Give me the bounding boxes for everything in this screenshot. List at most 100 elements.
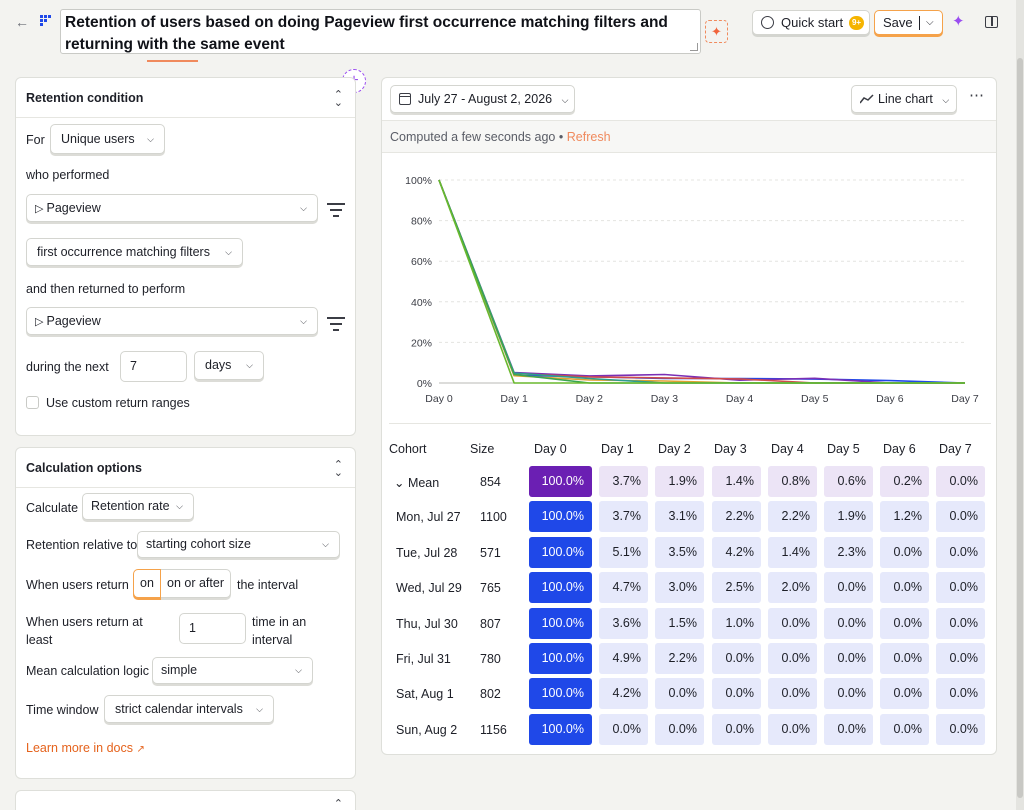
ai-assistant-icon[interactable]: ✦ (952, 13, 965, 30)
retention-cell[interactable]: 0.0% (880, 572, 929, 604)
side-panel-icon[interactable] (985, 16, 998, 28)
return-on-toggle[interactable]: on (133, 569, 161, 598)
save-button[interactable]: Save ⌵ (874, 10, 943, 35)
retention-cell[interactable]: 3.7% (599, 501, 648, 533)
retention-cell[interactable]: 0.0% (880, 607, 929, 639)
retention-cell[interactable]: 4.2% (599, 678, 648, 710)
target-event-select[interactable]: ▷ Pageview ⌵ (26, 194, 318, 222)
retention-cell[interactable]: 0.0% (936, 607, 985, 639)
collapse-icon[interactable]: ⌃ ⌄ (333, 89, 343, 109)
ai-sparkle-icon[interactable]: ✦ (705, 20, 728, 43)
retention-cell[interactable]: 2.3% (824, 536, 873, 568)
filter-icon[interactable] (327, 203, 345, 217)
series-line-2[interactable] (438, 179, 965, 384)
retention-cell[interactable]: 0.0% (712, 678, 761, 710)
retention-cell[interactable]: 0.0% (768, 713, 817, 745)
retention-cell[interactable]: 100.0% (529, 501, 592, 533)
retention-cell[interactable]: 0.0% (655, 678, 704, 710)
retention-cell[interactable]: 0.0% (599, 713, 648, 745)
occurrence-select[interactable]: first occurrence matching filters ⌵ (26, 238, 243, 266)
retention-cell[interactable]: 0.0% (824, 678, 873, 710)
retention-cell[interactable]: 0.0% (936, 572, 985, 604)
calculate-select[interactable]: Retention rate ⌵ (82, 493, 194, 520)
scrollbar-thumb[interactable] (1017, 58, 1023, 798)
series-line-6[interactable] (438, 179, 965, 384)
retention-cell[interactable]: 0.2% (880, 466, 929, 497)
retention-cell[interactable]: 4.2% (712, 536, 761, 568)
retention-cell[interactable]: 0.0% (768, 678, 817, 710)
insight-title-input[interactable]: Retention of users based on doing Pagevi… (60, 9, 701, 54)
retention-cell[interactable]: 1.9% (655, 466, 704, 497)
refresh-link[interactable]: Refresh (566, 130, 611, 144)
retention-cell[interactable]: 0.0% (880, 678, 929, 710)
series-line-3[interactable] (438, 179, 965, 384)
retention-cell[interactable]: 2.2% (768, 501, 817, 533)
retention-cell[interactable]: 0.0% (936, 501, 985, 533)
retention-cell[interactable]: 0.0% (936, 643, 985, 674)
retention-cell[interactable]: 4.7% (599, 572, 648, 604)
window-select[interactable]: strict calendar intervals ⌵ (104, 695, 274, 723)
retention-cell[interactable]: 0.6% (824, 466, 873, 497)
retention-condition-header[interactable]: Retention condition ⌃ ⌄ (16, 78, 355, 118)
mean-row-label[interactable]: ⌄ Mean (394, 476, 440, 490)
date-range-button[interactable]: July 27 - August 2, 2026 ⌵ (390, 85, 575, 113)
page-scrollbar[interactable] (1016, 0, 1024, 810)
retention-cell[interactable]: 0.0% (936, 678, 985, 710)
chart-type-button[interactable]: Line chart ⌵ (851, 85, 957, 113)
retention-cell[interactable]: 0.0% (824, 713, 873, 745)
series-line-4[interactable] (438, 179, 965, 384)
series-line-1[interactable] (438, 179, 966, 384)
retention-cell[interactable]: 5.1% (599, 536, 648, 568)
retention-cell[interactable]: 0.0% (824, 572, 873, 604)
retention-cell[interactable]: 1.0% (712, 607, 761, 639)
relative-select[interactable]: starting cohort size ⌵ (137, 531, 340, 558)
quick-start-button[interactable]: Quick start 9+ (752, 10, 870, 35)
more-options-icon[interactable]: ⋯ (969, 87, 985, 104)
retention-cell[interactable]: 1.2% (880, 501, 929, 533)
series-line-5[interactable] (438, 179, 965, 384)
collapse-icon[interactable]: ⌃ ⌄ (333, 459, 343, 479)
retention-cell[interactable]: 1.4% (712, 466, 761, 497)
retention-cell[interactable]: 0.0% (936, 713, 985, 745)
retention-cell[interactable]: 3.1% (655, 501, 704, 533)
aggregation-select[interactable]: Unique users ⌵ (50, 124, 165, 154)
retention-cell[interactable]: 0.0% (936, 466, 985, 497)
retention-cell[interactable]: 2.5% (712, 572, 761, 604)
series-line-7[interactable] (438, 179, 965, 384)
retention-cell[interactable]: 3.5% (655, 536, 704, 568)
return-on-after-toggle[interactable]: on or after (160, 569, 231, 598)
retention-cell[interactable]: 0.8% (768, 466, 817, 497)
resize-grip-icon[interactable] (690, 43, 698, 51)
chevron-down-icon[interactable]: ⌵ (926, 17, 934, 28)
retention-cell[interactable]: 100.0% (529, 713, 592, 745)
retention-cell[interactable]: 100.0% (529, 466, 592, 497)
retention-cell[interactable]: 0.0% (712, 643, 761, 674)
retention-cell[interactable]: 2.2% (655, 643, 704, 674)
period-count-input[interactable]: 7 (120, 351, 187, 382)
custom-ranges-checkbox[interactable] (26, 396, 39, 409)
period-unit-select[interactable]: days ⌵ (194, 351, 264, 380)
retention-cell[interactable]: 0.0% (655, 713, 704, 745)
retention-cell[interactable]: 100.0% (529, 572, 592, 604)
retention-cell[interactable]: 2.2% (712, 501, 761, 533)
filter-icon[interactable] (327, 317, 345, 331)
retention-cell[interactable]: 0.0% (880, 536, 929, 568)
retention-cell[interactable]: 0.0% (824, 643, 873, 674)
retention-cell[interactable]: 0.0% (936, 536, 985, 568)
retention-cell[interactable]: 0.0% (768, 643, 817, 674)
mean-select[interactable]: simple ⌵ (152, 657, 313, 684)
atleast-input[interactable]: 1 (179, 613, 246, 644)
retention-cell[interactable]: 3.7% (599, 466, 648, 497)
retention-cell[interactable]: 0.0% (880, 713, 929, 745)
retention-cell[interactable]: 100.0% (529, 607, 592, 639)
docs-link[interactable]: Learn more in docs ↗ (26, 741, 145, 755)
retention-cell[interactable]: 1.4% (768, 536, 817, 568)
retention-cell[interactable]: 0.0% (824, 607, 873, 639)
retention-cell[interactable]: 100.0% (529, 536, 592, 568)
retention-cell[interactable]: 2.0% (768, 572, 817, 604)
calculation-options-header[interactable]: Calculation options ⌃ ⌄ (16, 448, 355, 488)
retention-cell[interactable]: 3.6% (599, 607, 648, 639)
collapse-icon[interactable]: ⌃ (333, 798, 343, 810)
retention-cell[interactable]: 0.0% (880, 643, 929, 674)
back-arrow-icon[interactable]: ← (15, 14, 29, 30)
